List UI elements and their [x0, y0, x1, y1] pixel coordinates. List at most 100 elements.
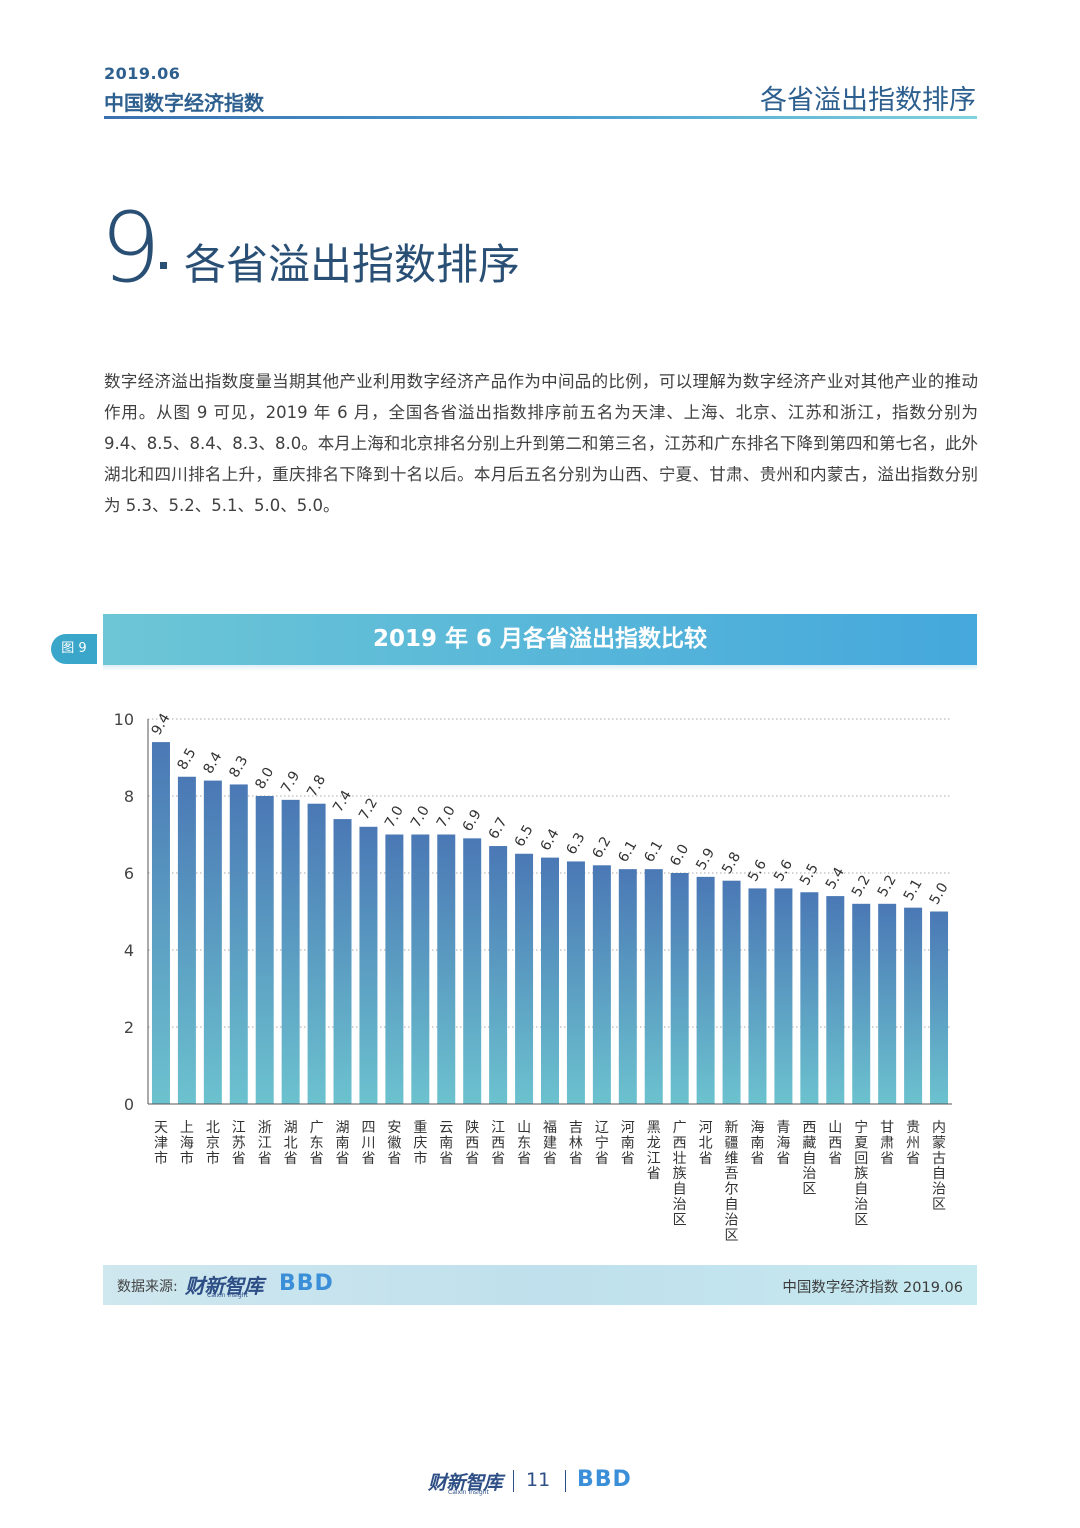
bar-value-label: 6.9 — [460, 807, 485, 834]
bar — [904, 907, 923, 1104]
x-category-label: 云南省 — [439, 1120, 453, 1167]
bar — [878, 903, 897, 1104]
x-category-label: 甘肃省 — [880, 1120, 894, 1167]
header-title: 中国数字经济指数 — [104, 91, 264, 115]
y-tick-label: 10 — [114, 710, 134, 729]
bar-value-label: 6.3 — [564, 830, 589, 857]
x-category-label: 黑龙江省 — [647, 1120, 661, 1182]
x-category-label: 青海省 — [776, 1120, 790, 1167]
x-category-label: 西藏自治区 — [802, 1120, 816, 1198]
bar — [437, 834, 456, 1104]
header-divider — [104, 116, 977, 119]
footer-brand-logo: 财新智库 — [428, 1472, 503, 1494]
y-tick-label: 6 — [124, 864, 134, 883]
bar-value-label: 5.6 — [771, 857, 796, 884]
bar — [151, 742, 170, 1104]
bar — [229, 784, 248, 1104]
bar — [203, 780, 222, 1104]
bar — [359, 826, 378, 1104]
x-category-label: 上海市 — [180, 1120, 194, 1167]
footer-separator — [513, 1470, 514, 1492]
bar — [722, 880, 741, 1104]
bar — [774, 888, 793, 1104]
x-axis-labels: 天津市上海市北京市江苏省浙江省湖北省广东省湖南省四川省安徽省重庆市云南省陕西省江… — [154, 1119, 946, 1244]
bar — [307, 803, 326, 1104]
bar — [748, 888, 767, 1104]
bar-value-label: 6.7 — [486, 815, 511, 842]
source-brand-logo: 财新智库 — [185, 1274, 264, 1298]
footer-brand-subtitle: Caixin Insight — [448, 1489, 489, 1496]
source-brand-subtitle: Caixin Insight — [207, 1292, 248, 1299]
page-number: 11 — [526, 1469, 551, 1491]
x-category-label: 湖北省 — [284, 1120, 298, 1167]
x-category-label: 江苏省 — [232, 1120, 246, 1167]
x-category-label: 辽宁省 — [595, 1120, 609, 1167]
x-category-label: 重庆市 — [413, 1120, 427, 1167]
bar-value-label: 8.3 — [226, 753, 251, 780]
bar-value-label: 7.9 — [278, 769, 303, 796]
bar-value-label: 5.5 — [797, 861, 822, 888]
bar — [463, 838, 482, 1104]
bar-value-label: 7.0 — [382, 803, 407, 830]
bar-value-label: 8.4 — [200, 749, 225, 776]
bar-value-label: 5.6 — [745, 857, 770, 884]
bar-value-label: 5.4 — [823, 865, 848, 892]
x-category-label: 河北省 — [699, 1120, 713, 1167]
x-category-label: 河南省 — [621, 1120, 635, 1167]
bar — [281, 799, 300, 1104]
y-axis-ticks: 0 2 4 6 8 10 — [114, 710, 134, 1114]
x-category-label: 海南省 — [750, 1120, 764, 1167]
source-bar: 数据来源: 财新智库 Caixin Insight BBD 中国数字经济指数 2… — [103, 1265, 977, 1305]
bar — [930, 911, 949, 1104]
y-tick-label: 0 — [124, 1095, 134, 1114]
bar — [618, 869, 637, 1104]
figure-title: 2019 年 6 月各省溢出指数比较 — [103, 614, 977, 665]
x-category-label: 天津市 — [154, 1120, 168, 1167]
bar — [255, 796, 274, 1104]
bar — [385, 834, 404, 1104]
x-category-label: 广东省 — [310, 1120, 324, 1167]
bar-value-label: 7.0 — [434, 803, 459, 830]
x-category-label: 广西壮族自治区 — [673, 1120, 687, 1228]
bar-value-label: 5.9 — [693, 846, 718, 873]
bar-value-label: 7.2 — [356, 796, 381, 823]
x-category-label: 江西省 — [491, 1120, 505, 1167]
bar — [852, 903, 871, 1104]
bar-value-label: 9.4 — [149, 711, 174, 738]
x-category-label: 内蒙古自治区 — [932, 1120, 946, 1213]
bar — [644, 869, 663, 1104]
bar-value-label: 7.0 — [408, 803, 433, 830]
bar-value-label: 6.1 — [641, 838, 666, 865]
bar — [411, 834, 430, 1104]
bar — [800, 892, 819, 1104]
bar-value-label: 6.4 — [538, 826, 563, 853]
bar — [592, 865, 611, 1104]
bar-value-label: 7.4 — [330, 788, 355, 815]
x-category-label: 宁夏回族自治区 — [854, 1119, 868, 1228]
bar-value-label: 6.2 — [589, 834, 614, 861]
bar-value-label: 8.5 — [175, 745, 200, 772]
section-title: 各省溢出指数排序 — [184, 240, 521, 289]
bar — [489, 846, 508, 1104]
x-category-label: 福建省 — [543, 1120, 557, 1167]
x-category-label: 安徽省 — [387, 1120, 401, 1167]
x-category-label: 陕西省 — [465, 1120, 479, 1167]
section-number: 9 — [100, 192, 162, 304]
bar-value-label: 5.0 — [927, 880, 952, 907]
header-section-title: 各省溢出指数排序 — [760, 85, 976, 116]
footer-separator — [565, 1470, 566, 1492]
bar-value-label: 6.1 — [615, 838, 640, 865]
x-category-label: 新疆维吾尔自治区 — [725, 1120, 739, 1244]
body-paragraph: 数字经济溢出指数度量当期其他产业利用数字经济产品作为中间品的比例，可以理解为数字… — [104, 372, 978, 515]
x-category-label: 浙江省 — [258, 1120, 272, 1167]
source-label: 数据来源: — [117, 1279, 178, 1295]
bar — [177, 776, 196, 1104]
x-category-label: 山东省 — [517, 1120, 531, 1167]
bar — [541, 857, 559, 1104]
y-tick-label: 2 — [124, 1018, 134, 1037]
y-tick-label: 4 — [124, 941, 134, 960]
chart-bars — [151, 742, 949, 1104]
header-date: 2019.06 — [104, 64, 181, 83]
figure-badge: 图 9 — [51, 634, 97, 664]
